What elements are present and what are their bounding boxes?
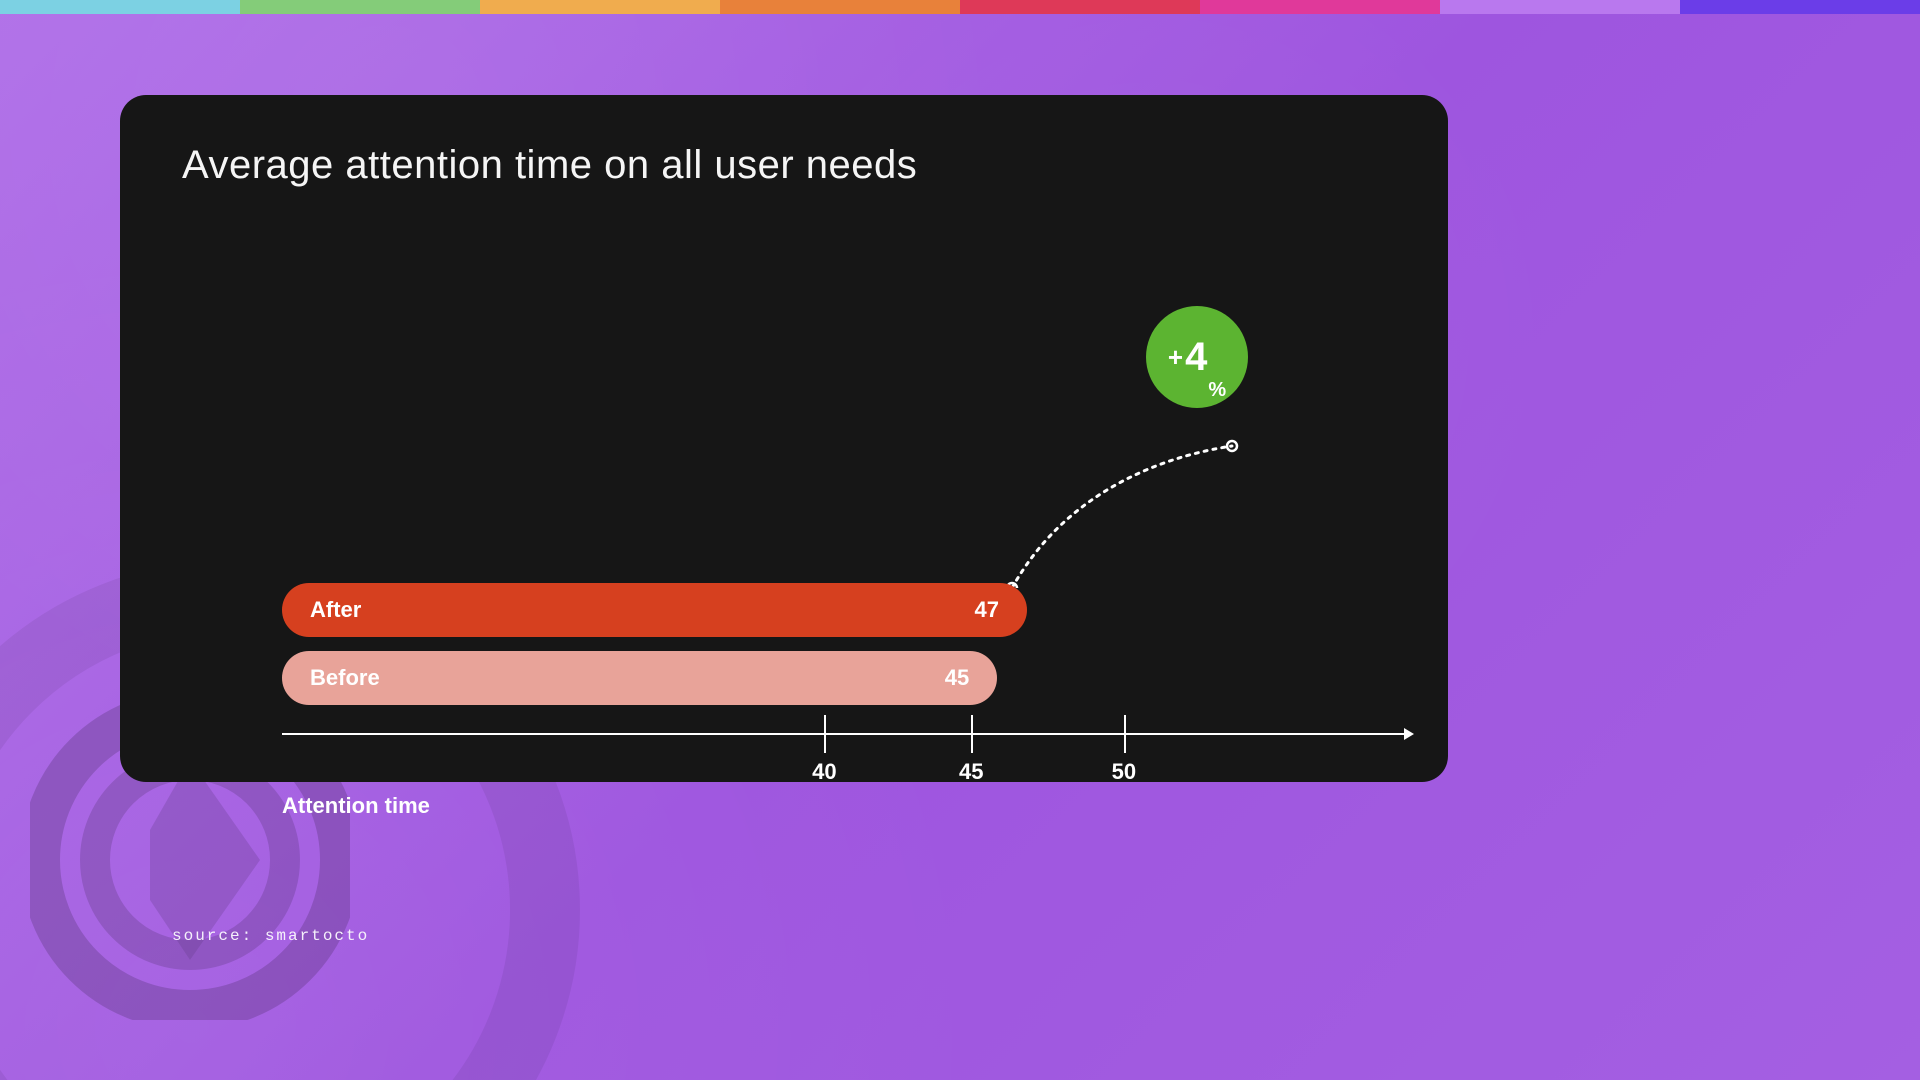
tick-45 [971,715,973,753]
callout-value: 4 [1185,335,1207,380]
axis-arrow-head [1404,728,1414,740]
tick-50 [1124,715,1126,753]
bar-after-value: 47 [975,597,999,623]
percent-change-callout: + 4 % [1146,306,1248,408]
stripe-4 [720,0,960,14]
chart-area: + 4 % After 47 Before 45 [182,188,1386,779]
callout-connector-line [1002,438,1252,588]
tick-40 [824,715,826,753]
stripe-7 [1440,0,1680,14]
stripe-1 [0,0,240,14]
axis-line: 40 45 50 [282,733,1412,735]
stripe-6 [1200,0,1440,14]
top-color-stripes [0,0,1920,14]
axis-container: 40 45 50 Attention time [282,733,1412,735]
stripe-2 [240,0,480,14]
stripe-5 [960,0,1200,14]
tick-label-45: 45 [959,759,983,785]
stripe-3 [480,0,720,14]
bars-container: After 47 Before 45 [282,583,1027,719]
chart-title: Average attention time on all user needs [182,143,1386,188]
bar-before[interactable]: Before 45 [282,651,997,705]
bar-before-value: 45 [945,665,969,691]
tick-label-50: 50 [1112,759,1136,785]
callout-plus-sign: + [1168,342,1183,373]
tick-label-40: 40 [812,759,836,785]
stripe-8 [1680,0,1920,14]
bar-after[interactable]: After 47 [282,583,1027,637]
axis-title-label: Attention time [282,793,430,819]
source-label: source: smartocto [172,927,369,945]
chart-card: Average attention time on all user needs… [120,95,1448,782]
bar-before-label: Before [310,665,380,691]
bar-after-label: After [310,597,361,623]
callout-percent-sign: % [1208,379,1226,402]
